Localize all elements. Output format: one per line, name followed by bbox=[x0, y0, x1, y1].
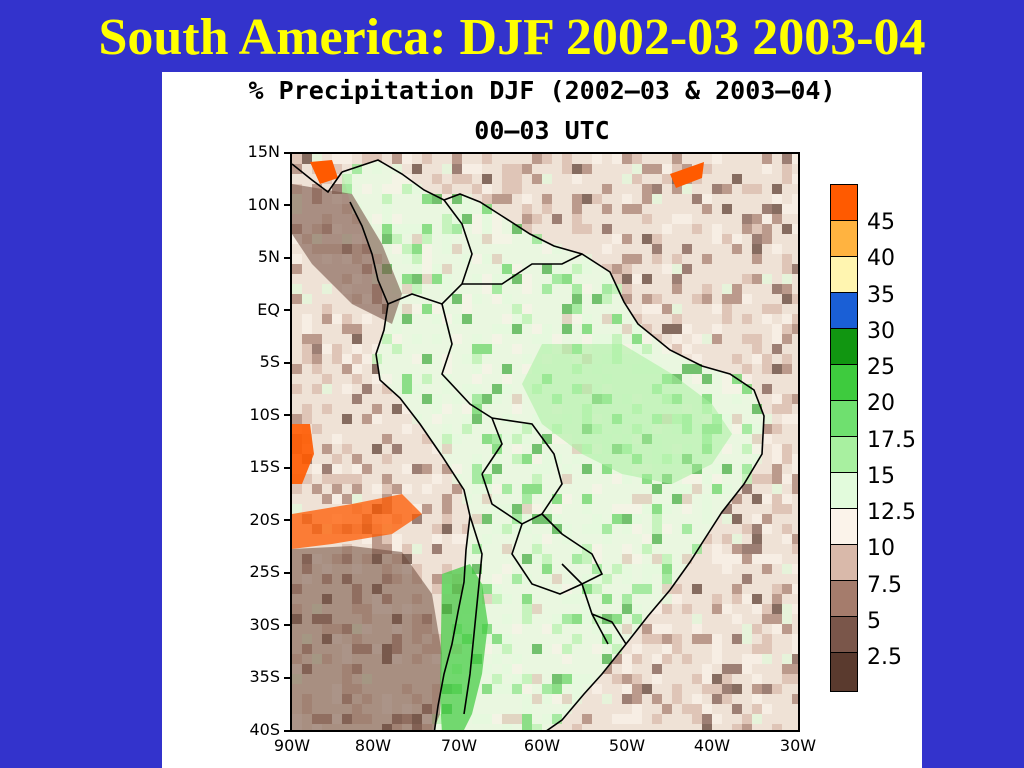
south-pacific-dry bbox=[292, 546, 442, 730]
lat-label-20s: 20S bbox=[249, 510, 280, 529]
border-peru bbox=[441, 303, 503, 475]
lat-label-15n: 15N bbox=[247, 142, 280, 161]
legend-swatch bbox=[831, 329, 857, 365]
andes-green-band bbox=[440, 564, 488, 730]
legend-label-30: 30 bbox=[867, 319, 895, 344]
map-subtitle: 00–03 UTC bbox=[474, 116, 610, 145]
border-chile bbox=[463, 515, 483, 715]
lon-label-80w: 80W bbox=[354, 736, 392, 755]
legend-label-25: 25 bbox=[867, 355, 895, 380]
coastline bbox=[341, 159, 765, 730]
legend-label-45: 45 bbox=[867, 210, 895, 235]
lat-label-10s: 10S bbox=[249, 405, 280, 424]
lat-label-5s: 5S bbox=[259, 352, 280, 371]
lon-label-30w: 30W bbox=[779, 736, 817, 755]
border-uruguay bbox=[591, 613, 627, 645]
legend-label-17-5: 17.5 bbox=[867, 428, 916, 453]
lat-label-30s: 30S bbox=[249, 615, 280, 634]
lon-label-40w: 40W bbox=[693, 736, 731, 755]
lat-label-eq: EQ bbox=[257, 300, 280, 319]
border-brazil-north bbox=[462, 253, 583, 285]
legend-swatch bbox=[831, 221, 857, 257]
legend-label-40: 40 bbox=[867, 246, 895, 271]
legend-label-35: 35 bbox=[867, 283, 895, 308]
legend-swatch bbox=[831, 257, 857, 293]
lat-label-40s: 40S bbox=[249, 720, 280, 739]
central-america bbox=[292, 163, 343, 194]
precipitation-figure: % Precipitation DJF (2002–03 & 2003–04) … bbox=[162, 72, 922, 768]
legend-label-2-5: 2.5 bbox=[867, 645, 902, 670]
color-legend bbox=[830, 184, 858, 692]
legend-swatch bbox=[831, 473, 857, 509]
legend-swatch bbox=[831, 401, 857, 437]
legend-label-15: 15 bbox=[867, 464, 895, 489]
south-america-landmass bbox=[342, 160, 764, 730]
precipitation-map bbox=[290, 152, 800, 732]
legend-swatch bbox=[831, 581, 857, 617]
amazon-green bbox=[522, 344, 732, 484]
legend-swatch bbox=[831, 653, 857, 691]
regional-features bbox=[292, 160, 732, 730]
caribbean-orange bbox=[670, 162, 704, 188]
lon-label-50w: 50W bbox=[608, 736, 646, 755]
legend-swatch bbox=[831, 437, 857, 473]
lat-label-25s: 25S bbox=[249, 562, 280, 581]
land-mass bbox=[342, 160, 764, 730]
andes-high-zone bbox=[292, 424, 314, 484]
legend-swatch bbox=[831, 509, 857, 545]
northwest-dry bbox=[292, 184, 402, 324]
lon-label-70w: 70W bbox=[440, 736, 478, 755]
lat-label-10n: 10N bbox=[247, 195, 280, 214]
legend-swatch bbox=[831, 185, 857, 221]
legend-swatch bbox=[831, 365, 857, 401]
slide-title: South America: DJF 2002-03 2003-04 bbox=[98, 9, 926, 66]
lat-label-15s: 15S bbox=[249, 457, 280, 476]
legend-label-12-5: 12.5 bbox=[867, 500, 916, 525]
legend-swatch bbox=[831, 293, 857, 329]
lon-label-60w: 60W bbox=[523, 736, 561, 755]
lat-label-5n: 5N bbox=[257, 247, 280, 266]
northwest-orange bbox=[310, 160, 338, 184]
border-paraguay bbox=[541, 513, 604, 585]
legend-swatch bbox=[831, 545, 857, 581]
legend-label-20: 20 bbox=[867, 391, 895, 416]
legend-label-10: 10 bbox=[867, 536, 895, 561]
lon-label-90w: 90W bbox=[273, 736, 311, 755]
lat-label-35s: 35S bbox=[249, 667, 280, 686]
pacific-orange-zone bbox=[292, 494, 422, 549]
legend-label-5: 5 bbox=[867, 609, 881, 634]
pacific-coastline bbox=[349, 201, 471, 730]
legend-swatch bbox=[831, 617, 857, 653]
map-title: % Precipitation DJF (2002–03 & 2003–04) bbox=[248, 76, 836, 105]
coastlines-and-borders bbox=[292, 159, 765, 730]
border-bolivia bbox=[481, 417, 563, 525]
legend-label-7-5: 7.5 bbox=[867, 573, 902, 598]
